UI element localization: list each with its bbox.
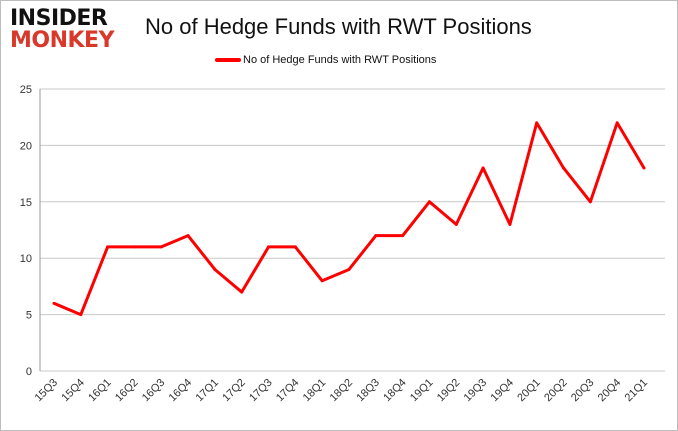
x-tick-label: 19Q3: [462, 377, 490, 405]
x-tick-label: 19Q4: [489, 377, 517, 405]
data-point: [508, 222, 512, 226]
x-tick-label: 17Q4: [274, 377, 302, 405]
insider-monkey-logo: INSIDER MONKEY: [10, 6, 115, 53]
x-tick-label: 20Q2: [542, 377, 570, 405]
series-line: [53, 121, 646, 317]
data-point: [562, 166, 566, 170]
x-tick-label: 20Q4: [596, 377, 624, 405]
x-tick-label: 17Q3: [247, 377, 275, 405]
data-point: [347, 267, 351, 271]
data-point: [213, 267, 217, 271]
x-tick-label: 19Q2: [435, 377, 463, 405]
y-tick-label: 0: [26, 366, 32, 378]
data-point: [320, 279, 324, 283]
data-point: [52, 301, 56, 305]
x-tick-label: 18Q4: [381, 377, 409, 405]
x-tick-label: 17Q1: [194, 377, 222, 405]
x-tick-label: 18Q3: [354, 377, 382, 405]
x-tick-label: 18Q1: [301, 377, 329, 405]
y-tick-label: 5: [26, 310, 32, 322]
x-tick-label: 16Q4: [167, 377, 195, 405]
logo-line2: MONKEY: [10, 28, 115, 53]
logo-line1: INSIDER: [10, 6, 108, 31]
x-tick-label: 15Q3: [33, 377, 61, 405]
x-tick-label: 21Q1: [623, 377, 651, 405]
data-point: [401, 234, 405, 238]
data-point: [535, 121, 539, 125]
y-tick-label: 20: [20, 140, 32, 152]
data-point: [106, 245, 110, 249]
data-point: [427, 200, 431, 204]
x-tick-label: 16Q1: [86, 377, 114, 405]
data-point: [293, 245, 297, 249]
data-point: [588, 200, 592, 204]
y-tick-label: 25: [20, 84, 32, 96]
x-tick-label: 15Q4: [59, 377, 87, 405]
data-point: [79, 313, 83, 317]
data-point: [481, 166, 485, 170]
x-tick-label: 20Q3: [569, 377, 597, 405]
x-tick-label: 19Q1: [408, 377, 436, 405]
data-point: [374, 234, 378, 238]
legend-swatch: [215, 58, 241, 62]
x-tick-label: 20Q1: [515, 377, 543, 405]
data-point: [267, 245, 271, 249]
x-tick-label: 17Q2: [220, 377, 248, 405]
data-point: [615, 121, 619, 125]
chart-title: No of Hedge Funds with RWT Positions: [145, 14, 532, 39]
y-tick-label: 15: [20, 197, 32, 209]
x-tick-label: 16Q3: [140, 377, 168, 405]
data-point: [186, 234, 190, 238]
data-point: [240, 290, 244, 294]
x-tick-label: 18Q2: [328, 377, 356, 405]
x-tick-label: 16Q2: [113, 377, 141, 405]
data-point: [642, 166, 646, 170]
data-point: [454, 222, 458, 226]
data-point: [132, 245, 136, 249]
data-point: [159, 245, 163, 249]
legend-label: No of Hedge Funds with RWT Positions: [243, 54, 437, 66]
legend: No of Hedge Funds with RWT Positions: [215, 54, 436, 66]
y-tick-label: 10: [20, 253, 32, 265]
